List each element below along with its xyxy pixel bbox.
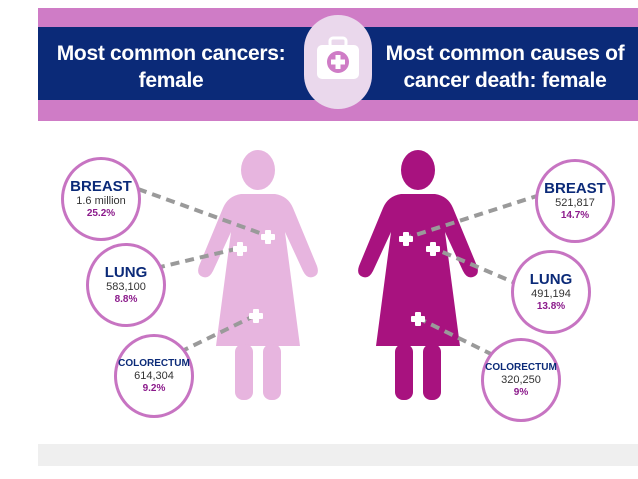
bubble-colorectum-incidence: COLORECTUM 614,304 9.2% [114, 334, 194, 418]
cancer-name: LUNG [529, 270, 573, 288]
plus-marker-lung-right [426, 242, 440, 256]
infographic-card: Most common cancers: female Most common … [38, 0, 638, 466]
connector-lung-right [432, 246, 521, 287]
case-count: 614,304 [134, 369, 174, 382]
case-percent: 9.2% [142, 382, 166, 394]
cancer-name: LUNG [104, 263, 148, 281]
bubble-breast-incidence: BREAST 1.6 million 25.2% [61, 157, 141, 241]
cancer-name: BREAST [70, 177, 132, 195]
case-percent: 8.8% [114, 293, 138, 305]
footer-band [38, 444, 638, 466]
case-count: 1.6 million [76, 194, 126, 207]
death-percent: 9% [513, 386, 529, 398]
connector-breast-left [137, 187, 269, 238]
bubble-lung-incidence: LUNG 583,100 8.8% [86, 243, 166, 327]
bubble-lung-deaths: LUNG 491,194 13.8% [511, 250, 591, 334]
cancer-name: COLORECTUM [485, 361, 557, 373]
case-count: 583,100 [106, 280, 146, 293]
figures-svg [137, 150, 541, 400]
death-count: 320,250 [501, 373, 541, 386]
plus-marker-breast-left [261, 230, 275, 244]
female-figure-light [198, 150, 318, 400]
death-percent: 13.8% [536, 300, 566, 312]
plus-markers [233, 230, 440, 326]
left-title: Most common cancers: female [56, 42, 286, 92]
cancer-name: COLORECTUM [118, 357, 190, 369]
plus-marker-breast-right [399, 232, 413, 246]
plus-marker-colorectum-left [249, 309, 263, 323]
medical-kit-icon [317, 36, 359, 79]
right-title: Most common causes of cancer death: fema… [385, 42, 625, 92]
plus-marker-colorectum-right [411, 312, 425, 326]
bubble-breast-deaths: BREAST 521,817 14.7% [535, 159, 615, 243]
connector-breast-right [405, 193, 541, 240]
female-figure-dark [358, 150, 478, 400]
bubble-colorectum-deaths: COLORECTUM 320,250 9% [481, 338, 561, 422]
connector-lines [137, 187, 541, 357]
case-percent: 25.2% [86, 207, 116, 219]
death-percent: 14.7% [560, 209, 590, 221]
death-count: 521,817 [555, 196, 595, 209]
medical-badge [304, 15, 372, 109]
death-count: 491,194 [531, 287, 571, 300]
cancer-name: BREAST [544, 179, 606, 197]
plus-marker-lung-left [233, 242, 247, 256]
